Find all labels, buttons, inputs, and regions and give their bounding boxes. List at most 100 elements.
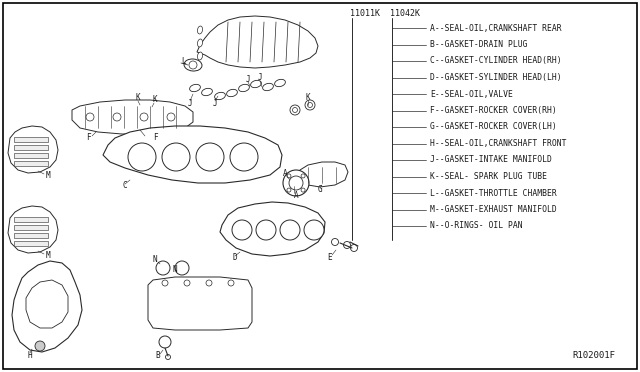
Circle shape <box>301 188 305 192</box>
Circle shape <box>280 220 300 240</box>
Circle shape <box>305 100 315 110</box>
Text: H--SEAL-OIL,CRANKSHAFT FRONT: H--SEAL-OIL,CRANKSHAFT FRONT <box>430 139 566 148</box>
Polygon shape <box>8 126 58 173</box>
Ellipse shape <box>198 26 202 34</box>
Text: J: J <box>212 99 218 109</box>
Text: R102001F: R102001F <box>572 352 615 360</box>
Ellipse shape <box>202 88 212 96</box>
Circle shape <box>138 108 143 112</box>
Ellipse shape <box>214 92 225 100</box>
Circle shape <box>140 113 148 121</box>
Circle shape <box>86 113 94 121</box>
Circle shape <box>307 103 312 108</box>
Text: A: A <box>283 169 287 177</box>
Circle shape <box>156 261 170 275</box>
Circle shape <box>184 280 190 286</box>
Polygon shape <box>14 145 48 150</box>
Polygon shape <box>14 161 48 166</box>
Circle shape <box>35 341 45 351</box>
Text: E--SEAL-OIL,VALVE: E--SEAL-OIL,VALVE <box>430 90 513 99</box>
Circle shape <box>135 105 145 115</box>
Ellipse shape <box>251 80 261 88</box>
Polygon shape <box>12 261 82 352</box>
Text: N: N <box>173 266 177 275</box>
Circle shape <box>150 101 160 111</box>
Circle shape <box>189 61 197 69</box>
Text: G: G <box>317 186 323 195</box>
Circle shape <box>162 280 168 286</box>
Polygon shape <box>8 206 58 253</box>
Text: G--GASKET-ROCKER COVER(LH): G--GASKET-ROCKER COVER(LH) <box>430 122 557 131</box>
Text: D--GASKET-SYLINDER HEAD(LH): D--GASKET-SYLINDER HEAD(LH) <box>430 73 562 82</box>
Text: N: N <box>153 256 157 264</box>
Text: L--GASKET-THROTTLE CHAMBER: L--GASKET-THROTTLE CHAMBER <box>430 189 557 198</box>
Circle shape <box>206 280 212 286</box>
Text: M: M <box>45 250 51 260</box>
Text: C: C <box>123 182 127 190</box>
Polygon shape <box>14 137 48 142</box>
Text: J: J <box>188 99 192 109</box>
Polygon shape <box>14 241 48 246</box>
Text: J--GASKET-INTAKE MANIFOLD: J--GASKET-INTAKE MANIFOLD <box>430 155 552 164</box>
Text: J: J <box>246 76 250 84</box>
Circle shape <box>152 103 157 109</box>
Circle shape <box>304 220 324 240</box>
Circle shape <box>290 105 300 115</box>
Text: H: H <box>28 352 32 360</box>
Text: K: K <box>153 96 157 105</box>
Text: A: A <box>294 192 298 201</box>
Circle shape <box>159 336 171 348</box>
Text: M--GASKET-EXHAUST MANIFOLD: M--GASKET-EXHAUST MANIFOLD <box>430 205 557 214</box>
Circle shape <box>232 220 252 240</box>
Text: C--GASKET-CYLINDER HEAD(RH): C--GASKET-CYLINDER HEAD(RH) <box>430 57 562 65</box>
Polygon shape <box>72 100 193 134</box>
Text: F--GASKET-ROCKER COVER(RH): F--GASKET-ROCKER COVER(RH) <box>430 106 557 115</box>
Polygon shape <box>26 280 68 328</box>
Text: M: M <box>45 170 51 180</box>
Text: N--O-RINGS- OIL PAN: N--O-RINGS- OIL PAN <box>430 221 523 231</box>
Text: D: D <box>233 253 237 263</box>
Circle shape <box>283 170 309 196</box>
Circle shape <box>287 174 291 178</box>
Text: B--GASKET-DRAIN PLUG: B--GASKET-DRAIN PLUG <box>430 40 527 49</box>
Circle shape <box>332 238 339 246</box>
Ellipse shape <box>275 79 285 87</box>
Ellipse shape <box>239 84 250 92</box>
Ellipse shape <box>262 83 273 91</box>
Polygon shape <box>14 217 48 222</box>
Circle shape <box>230 143 258 171</box>
Circle shape <box>351 244 358 251</box>
Ellipse shape <box>189 84 200 92</box>
Text: 11042K: 11042K <box>390 10 420 19</box>
Polygon shape <box>103 126 282 183</box>
Text: K: K <box>306 93 310 102</box>
Polygon shape <box>220 202 325 256</box>
Text: J: J <box>258 74 262 83</box>
Text: 11011K: 11011K <box>350 10 380 19</box>
Polygon shape <box>148 277 252 330</box>
Circle shape <box>113 113 121 121</box>
Text: L: L <box>181 58 186 67</box>
Circle shape <box>196 143 224 171</box>
Circle shape <box>301 174 305 178</box>
Ellipse shape <box>198 39 202 47</box>
Text: E: E <box>328 253 332 263</box>
Ellipse shape <box>227 89 237 97</box>
Ellipse shape <box>184 59 202 71</box>
Circle shape <box>128 143 156 171</box>
Circle shape <box>166 355 170 359</box>
Circle shape <box>287 188 291 192</box>
Polygon shape <box>14 153 48 158</box>
Text: K: K <box>136 93 140 103</box>
Circle shape <box>344 241 351 248</box>
Text: F: F <box>153 134 157 142</box>
Circle shape <box>162 143 190 171</box>
Text: B: B <box>156 352 160 360</box>
Polygon shape <box>298 162 348 187</box>
Polygon shape <box>197 16 318 68</box>
Text: A--SEAL-OIL,CRANKSHAFT REAR: A--SEAL-OIL,CRANKSHAFT REAR <box>430 23 562 32</box>
Polygon shape <box>14 233 48 238</box>
Text: K--SEAL- SPARK PLUG TUBE: K--SEAL- SPARK PLUG TUBE <box>430 172 547 181</box>
Circle shape <box>292 108 298 112</box>
Circle shape <box>289 176 303 190</box>
